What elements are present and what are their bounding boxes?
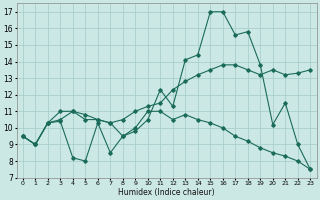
X-axis label: Humidex (Indice chaleur): Humidex (Indice chaleur) [118, 188, 215, 197]
